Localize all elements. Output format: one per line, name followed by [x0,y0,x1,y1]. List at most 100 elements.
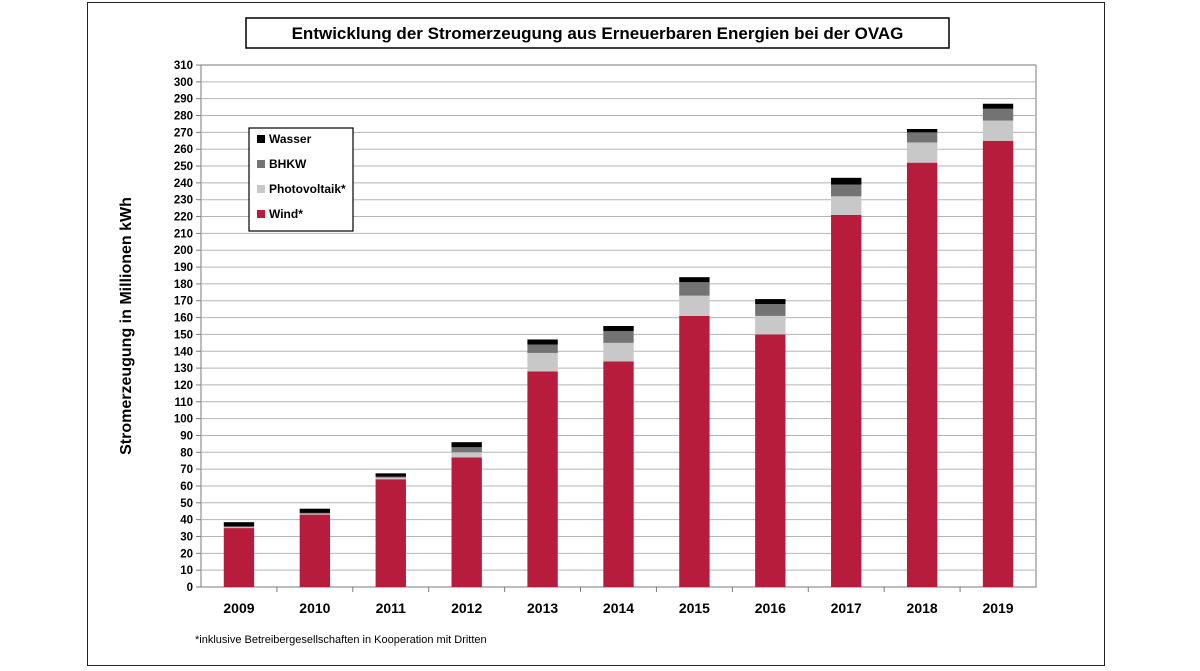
legend-swatch [257,135,265,143]
chart-title-border [245,17,950,49]
legend-swatch [257,185,265,193]
bar-bhkw-2016 [755,304,786,316]
bar-bhkw-2011 [375,476,406,478]
y-tick-label: 130 [174,363,193,375]
bar-bhkw-2009 [223,526,255,528]
bar-photovoltaik-2013 [527,352,558,372]
bar-photovoltaik-2010 [299,513,331,515]
legend-swatch [257,210,265,218]
bar-wind-2019 [982,140,1014,587]
y-tick-label: 90 [180,430,193,442]
bar-bhkw-2019 [982,108,1014,121]
y-tick-label: 120 [174,380,193,392]
x-tick-label: 2010 [299,600,330,616]
x-tick-label: 2009 [223,600,254,616]
bar-bhkw-2014 [603,331,634,343]
bar-wind-2015 [679,315,710,587]
bar-photovoltaik-2012 [451,452,482,458]
bar-photovoltaik-2015 [679,295,710,316]
bar-wind-2011 [375,479,406,587]
bar-wasser-2012 [451,442,482,448]
x-tick-label: 2011 [376,600,407,616]
y-tick-label: 190 [174,262,193,274]
y-tick-label: 40 [180,515,193,527]
y-tick-label: 30 [180,531,193,543]
bar-wasser-2014 [603,326,634,332]
y-tick-label: 110 [174,397,193,409]
x-tick-label: 2012 [451,600,482,616]
y-tick-label: 170 [174,296,193,308]
x-tick-label: 2013 [527,600,558,616]
x-tick-label: 2019 [982,600,1013,616]
chart-title: Entwicklung der Stromerzeugung aus Erneu… [292,24,904,43]
bar-bhkw-2010 [299,512,331,514]
chart-title-box: Entwicklung der Stromerzeugung aus Erneu… [245,17,950,49]
y-tick-label: 220 [174,212,193,224]
bar-wasser-2013 [527,339,558,345]
bar-wind-2014 [603,361,634,587]
bar-bhkw-2012 [451,447,482,453]
bar-bhkw-2015 [679,282,710,296]
bar-bhkw-2013 [527,344,558,353]
y-tick-label: 290 [174,94,193,106]
bar-wind-2010 [299,514,331,587]
y-tick-label: 50 [180,498,193,510]
y-tick-label: 270 [174,127,193,139]
chart-frame: Entwicklung der Stromerzeugung aus Erneu… [87,2,1105,666]
legend-label: Wind* [269,207,303,221]
bar-photovoltaik-2014 [603,342,634,362]
legend-box [248,127,354,232]
bars [223,103,1014,588]
bar-wind-2009 [223,528,255,587]
y-tick-label: 260 [174,144,193,156]
legend-label: Wasser [269,132,312,146]
bar-wasser-2010 [299,508,331,513]
x-axis-ticks: 2009 2010 2011 2012 2013 2014 2015 2016 2017 2018… [223,587,1014,616]
x-tick-label: 2018 [907,600,938,616]
y-tick-label: 310 [174,60,193,72]
y-tick-label: 180 [174,279,193,291]
bar-wind-2013 [527,371,558,587]
y-tick-label: 210 [174,228,193,240]
x-tick-label: 2016 [755,600,786,616]
footnote: *inklusive Betreibergesellschaften in Ko… [195,634,487,646]
chart-canvas: Entwicklung der Stromerzeugung aus Erneu… [118,17,1037,646]
x-tick-label: 2017 [831,600,862,616]
y-tick-label: 300 [174,77,193,89]
bar-photovoltaik-2018 [906,142,938,163]
bar-wasser-2009 [223,522,255,527]
bar-photovoltaik-2019 [982,120,1014,141]
y-tick-label: 230 [174,195,193,207]
bar-wasser-2016 [755,299,786,305]
bar-photovoltaik-2009 [223,527,255,529]
y-tick-label: 100 [174,414,193,426]
y-tick-label: 10 [180,565,193,577]
y-tick-label: 200 [174,245,193,257]
y-tick-label: 280 [174,111,193,123]
bar-photovoltaik-2011 [375,477,406,480]
bar-wind-2017 [831,214,862,588]
y-tick-label: 70 [180,464,193,476]
legend-label: Photovoltaik* [269,182,346,196]
y-axis-label: Stromerzeugung in Millionen kWh [118,197,135,455]
bar-wasser-2017 [831,177,862,185]
y-tick-label: 250 [174,161,193,173]
legend-label: BHKW [269,157,307,171]
bar-photovoltaik-2016 [755,315,786,335]
legend: Wasser BHKW Photovoltaik* Wind* [248,127,354,232]
y-tick-label: 150 [174,329,193,341]
bar-wasser-2018 [906,128,938,133]
y-tick-label: 80 [180,447,193,459]
bar-wind-2016 [755,334,786,587]
y-tick-label: 140 [174,346,193,358]
bar-wind-2012 [451,457,482,587]
bar-wind-2018 [906,162,938,587]
y-tick-label: 20 [180,548,193,560]
bar-photovoltaik-2017 [831,196,862,215]
bar-wasser-2015 [679,277,710,283]
y-tick-label: 60 [180,481,193,493]
bar-bhkw-2017 [831,184,862,197]
x-tick-label: 2014 [603,600,634,616]
legend-swatch [257,160,265,168]
y-tick-label: 160 [174,313,193,325]
